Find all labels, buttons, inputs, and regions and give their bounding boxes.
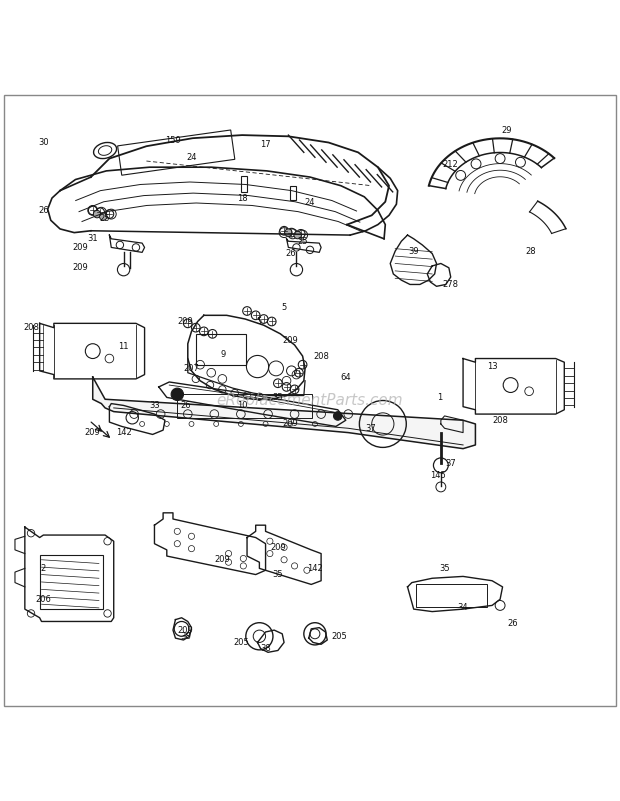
Bar	[118, 130, 235, 175]
Text: 9: 9	[221, 350, 226, 359]
Text: 10: 10	[237, 401, 247, 410]
Text: 26: 26	[507, 619, 518, 629]
Bar	[40, 555, 103, 609]
Text: eReplacementParts.com: eReplacementParts.com	[216, 393, 404, 408]
Text: 30: 30	[38, 138, 49, 147]
Text: 25: 25	[298, 237, 308, 246]
Text: 11: 11	[118, 342, 129, 351]
Text: 206: 206	[35, 595, 51, 604]
Text: 35: 35	[273, 570, 283, 579]
Text: 145: 145	[430, 471, 446, 481]
Text: 34: 34	[458, 603, 468, 612]
Text: 29: 29	[501, 126, 512, 135]
Text: 37: 37	[445, 459, 456, 468]
Text: 24: 24	[305, 199, 315, 207]
Text: 25: 25	[100, 214, 110, 223]
Bar	[241, 176, 247, 192]
Circle shape	[334, 412, 342, 421]
Text: 35: 35	[439, 564, 450, 573]
Text: 17: 17	[260, 140, 271, 149]
Circle shape	[171, 388, 184, 400]
Circle shape	[285, 229, 292, 236]
Text: 209: 209	[215, 555, 230, 564]
Text: 209: 209	[85, 428, 100, 437]
Text: 31: 31	[87, 234, 98, 244]
Text: 26: 26	[285, 249, 296, 258]
Text: 18: 18	[237, 194, 247, 203]
Text: 208: 208	[313, 352, 329, 360]
Bar	[177, 394, 312, 418]
Circle shape	[94, 211, 101, 218]
Text: 28: 28	[526, 247, 536, 256]
Text: 142: 142	[116, 428, 131, 437]
Text: 209: 209	[282, 336, 298, 344]
Text: 205: 205	[332, 632, 347, 641]
Text: 209: 209	[177, 317, 193, 326]
Bar	[416, 584, 487, 607]
Text: 159: 159	[165, 135, 181, 144]
Polygon shape	[93, 377, 476, 449]
Text: 38: 38	[260, 644, 271, 653]
Bar	[196, 334, 246, 364]
Text: 1: 1	[437, 393, 442, 402]
Text: 209: 209	[177, 626, 193, 634]
Text: 13: 13	[487, 362, 497, 371]
Circle shape	[100, 213, 107, 220]
Text: 212: 212	[443, 160, 459, 169]
Text: 33: 33	[149, 401, 160, 410]
Text: 35: 35	[273, 393, 283, 402]
Text: 37: 37	[365, 424, 376, 433]
Text: 26: 26	[38, 206, 49, 215]
Circle shape	[294, 231, 301, 239]
Text: 205: 205	[233, 638, 249, 647]
Text: 209: 209	[282, 420, 298, 429]
Text: 209: 209	[73, 243, 88, 252]
Text: 5: 5	[257, 317, 262, 326]
Text: 38: 38	[180, 632, 191, 641]
Text: 278: 278	[443, 280, 459, 289]
Text: 5: 5	[281, 304, 286, 312]
Text: 26: 26	[180, 401, 190, 410]
Text: 64: 64	[340, 372, 351, 381]
Text: 208: 208	[492, 416, 508, 425]
Text: 142: 142	[307, 564, 323, 573]
Text: 39: 39	[409, 247, 419, 256]
Text: 209: 209	[73, 264, 88, 272]
Text: 207: 207	[184, 364, 200, 373]
Text: 209: 209	[270, 543, 286, 552]
Text: 208: 208	[23, 323, 39, 332]
Bar	[290, 187, 296, 200]
Text: 2: 2	[41, 564, 46, 573]
Text: 24: 24	[186, 154, 197, 163]
